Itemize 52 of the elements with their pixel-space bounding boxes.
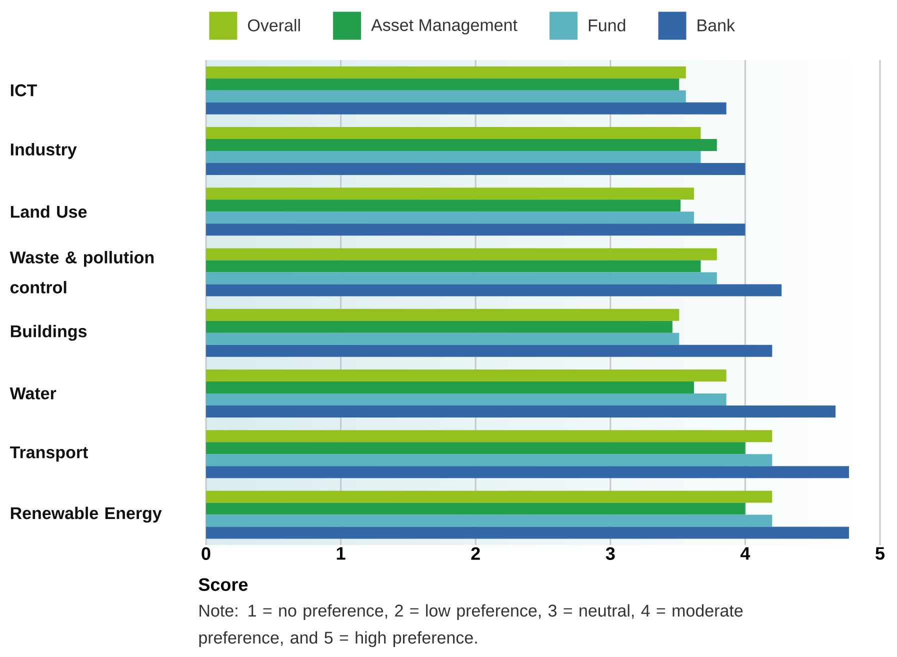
bar [206,526,849,539]
bar [206,430,772,442]
x-axis-title: Score [198,578,248,591]
bar [206,332,680,345]
x-tick-label: 5 [876,547,885,560]
bar [206,454,772,466]
bar [206,442,746,454]
bar [206,66,686,78]
bar [206,200,680,212]
y-tick-label: Transport [10,446,88,462]
bar [206,138,717,151]
bar [206,308,680,321]
bar [206,502,746,515]
legend-label: Asset Management [371,19,518,34]
bar [206,393,726,406]
bar [206,320,672,333]
y-tick-label: ICT [10,84,38,96]
bar [206,188,694,200]
bar [206,490,772,503]
legend-label: Overall [248,18,300,32]
bar [206,344,772,357]
bar [206,78,680,90]
bar [206,514,772,527]
bar [206,260,701,272]
x-tick-label: 2 [471,547,480,560]
text: Note: 1 = no preference, 2 = low preference, 3 = neutral, 4 = moderate preference, and 5 = high preference. [199,604,743,648]
bar [206,248,717,260]
x-tick-label: 4 [740,547,750,560]
bar [206,272,717,284]
y-tick-label: Waste & pollution control [10,250,154,294]
y-tick-label: Water [10,388,56,400]
legend-label: Bank [698,18,736,32]
bar [206,405,836,418]
bar [206,224,746,236]
x-tick-label: 0 [202,547,210,560]
bar [206,212,694,224]
bar [206,369,726,382]
legend-label: Fund [588,18,626,32]
y-tick-label: Buildings [10,324,87,341]
x-tick-label: 1 [336,547,346,560]
bar [206,102,726,114]
bar [206,284,782,296]
bar [206,126,701,139]
x-tick-label: 3 [606,547,615,560]
y-tick-label: Renewable Energy [10,506,162,523]
y-tick-label: Land Use [10,205,87,218]
bar [206,466,849,478]
bar [206,381,694,394]
y-tick-label: Industry [10,143,77,159]
bar [206,90,686,102]
bar [206,162,746,175]
bar [206,150,701,163]
